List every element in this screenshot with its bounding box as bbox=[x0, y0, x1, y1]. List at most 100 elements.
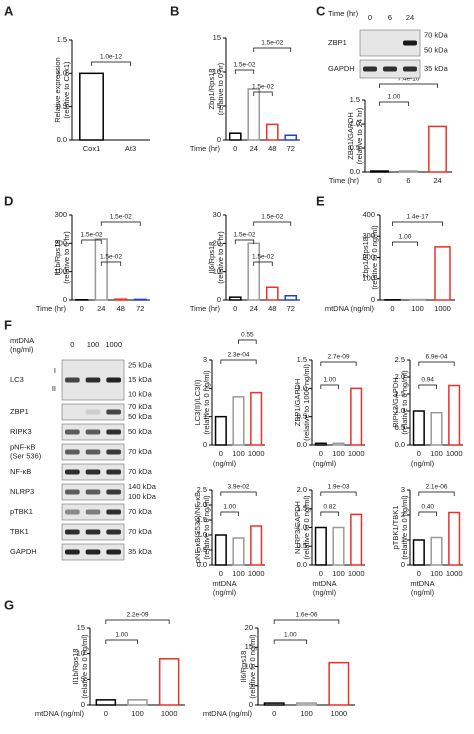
x-tick-label: 1000 bbox=[446, 449, 463, 458]
y-axis-label: Relative expression bbox=[53, 57, 62, 122]
x-tick-label: 100 bbox=[332, 569, 345, 578]
y-tick-label: 0 bbox=[81, 700, 85, 709]
p-value: 1.00 bbox=[388, 94, 401, 101]
bar bbox=[351, 514, 362, 565]
x-axis-label: Time (hr) bbox=[190, 144, 221, 153]
p-value: 1.9e-03 bbox=[327, 484, 349, 491]
y-tick-label: 300 bbox=[54, 210, 67, 219]
y-tick-label: 30 bbox=[213, 210, 221, 219]
row-sublabel: II bbox=[52, 384, 56, 393]
y-axis-label: (relative to 0 ng/ml) bbox=[202, 495, 211, 560]
y-tick-label: 1.5 bbox=[350, 95, 360, 104]
y-tick-label: 0 bbox=[249, 700, 253, 709]
row-label: NLRP3 bbox=[10, 487, 34, 496]
row-label: GAPDH bbox=[10, 547, 37, 556]
x-tick-label: 100 bbox=[411, 304, 424, 313]
band bbox=[86, 410, 101, 415]
bar bbox=[429, 126, 446, 172]
bar bbox=[96, 700, 115, 705]
x-tick-label: 0 bbox=[377, 176, 381, 185]
bar bbox=[316, 528, 327, 566]
band bbox=[106, 510, 121, 515]
bar bbox=[371, 171, 388, 172]
band bbox=[65, 530, 80, 535]
band bbox=[363, 67, 377, 72]
y-axis-label: (relative to 0 ng/ml) bbox=[248, 634, 257, 699]
y-tick-label: 2.0 bbox=[297, 485, 307, 494]
y-axis-label: (relative to 0 ng/ml) bbox=[370, 225, 379, 290]
x-axis-label: (ng/ml) bbox=[213, 588, 237, 597]
marker-label: 70 kDa bbox=[128, 507, 153, 516]
x-tick-label: 48 bbox=[117, 304, 125, 313]
x-tick-label: 0 bbox=[272, 709, 276, 718]
marker-label: 70 kDa bbox=[128, 527, 153, 536]
y-axis-label: (relative to 0 ng/ml) bbox=[302, 495, 311, 560]
x-axis-label: mtDNA bbox=[410, 579, 434, 588]
x-tick-label: 1000 bbox=[330, 709, 347, 718]
x-tick-label: 1000 bbox=[161, 709, 178, 718]
band bbox=[65, 430, 80, 435]
bracket bbox=[419, 362, 454, 366]
y-tick-label: 3 bbox=[401, 485, 405, 494]
band bbox=[106, 470, 121, 475]
row-label: GAPDH bbox=[328, 64, 355, 73]
band bbox=[86, 530, 101, 535]
y-tick-label: 0 bbox=[217, 295, 221, 304]
band bbox=[86, 470, 101, 475]
bracket bbox=[221, 492, 256, 496]
bar bbox=[233, 397, 244, 445]
x-axis-label: Time (hr) bbox=[36, 304, 67, 313]
y-tick-label: 1.5 bbox=[297, 355, 307, 364]
row-label: (Ser 536) bbox=[10, 451, 42, 460]
x-tick-label: 24 bbox=[97, 304, 105, 313]
y-tick-label: 15 bbox=[213, 33, 221, 42]
lane-title: (ng/ml) bbox=[10, 345, 34, 354]
band bbox=[86, 378, 101, 383]
x-tick-label: 1000 bbox=[348, 449, 365, 458]
x-axis-label: (ng/ml) bbox=[313, 459, 337, 468]
y-axis-label: (relative to 0 hr) bbox=[62, 231, 71, 284]
marker-label: 10 kDa bbox=[128, 390, 153, 399]
bar bbox=[285, 296, 296, 300]
bar bbox=[431, 413, 442, 445]
p-value: 1.5e-02 bbox=[110, 214, 132, 221]
panel-letter: E bbox=[316, 193, 325, 208]
bar bbox=[333, 443, 344, 445]
bracket bbox=[239, 340, 257, 344]
y-tick-label: 0 bbox=[371, 295, 375, 304]
bracket bbox=[393, 222, 443, 226]
x-tick-label: 0 bbox=[417, 569, 421, 578]
bracket bbox=[321, 385, 339, 389]
p-value: 1.6e-06 bbox=[295, 612, 317, 619]
x-tick-label: 1000 bbox=[348, 569, 365, 578]
band bbox=[106, 430, 121, 435]
y-axis-label: (relative to 0 ng/ml) bbox=[400, 370, 409, 435]
row-label: NF-κB bbox=[10, 467, 31, 476]
y-axis-label: Il6/Rps18 bbox=[239, 651, 248, 683]
p-value: 1.5e-02 bbox=[233, 62, 255, 69]
y-tick-label: 20 bbox=[245, 623, 253, 632]
band bbox=[65, 470, 80, 475]
y-axis-label: (relative to 0 hr) bbox=[216, 62, 225, 115]
band bbox=[65, 490, 80, 495]
p-value: 0.94 bbox=[421, 377, 434, 384]
x-axis-label: mtDNA (ng/ml) bbox=[325, 304, 375, 313]
bar bbox=[316, 443, 327, 445]
y-tick-label: 2.5 bbox=[395, 355, 405, 364]
x-tick-label: Cox1 bbox=[83, 144, 101, 153]
y-axis-label: (relative to 0 ng/ml) bbox=[400, 495, 409, 560]
x-axis-label: (ng/ml) bbox=[411, 459, 435, 468]
panel-letter: C bbox=[316, 3, 326, 18]
y-tick-label: 15 bbox=[77, 623, 85, 632]
p-value: 2.7e-09 bbox=[327, 354, 349, 361]
p-value: 1.00 bbox=[323, 377, 336, 384]
p-value: 1.0e-12 bbox=[100, 54, 122, 61]
lane-label: 100 bbox=[87, 340, 100, 349]
panel-letter: B bbox=[170, 3, 179, 18]
y-tick-label: 0 bbox=[217, 135, 221, 144]
band bbox=[106, 530, 121, 535]
y-axis-label: (relative to 0 hr) bbox=[216, 231, 225, 284]
x-axis-label: mtDNA (ng/ml) bbox=[203, 709, 253, 718]
bracket bbox=[274, 640, 306, 644]
p-value: 1.00 bbox=[284, 632, 297, 639]
